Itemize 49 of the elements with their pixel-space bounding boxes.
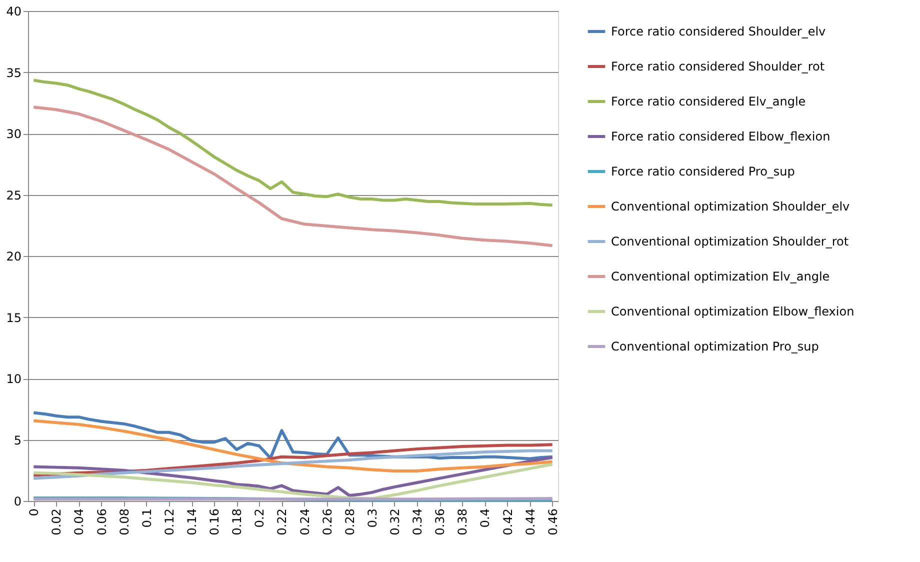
x-tick-label: 0.32	[388, 508, 402, 536]
x-tick-label: 0.46	[546, 508, 560, 536]
x-tick-label: 0.42	[500, 508, 515, 536]
x-tick-label: 0.1	[140, 508, 154, 528]
x-tick-label: 0.08	[117, 508, 132, 536]
legend-label: Force ratio considered Shoulder_elv	[611, 24, 826, 38]
legend-label: Force ratio considered Pro_sup	[611, 164, 795, 178]
line-series	[32, 419, 554, 472]
line-series	[32, 462, 554, 500]
x-tick-label: 0.2	[252, 508, 267, 528]
legend-label: Force ratio considered Elbow_flexion	[611, 130, 830, 144]
y-tick-label: 30	[6, 127, 22, 141]
line-series	[32, 456, 554, 497]
x-tick-label: 0.16	[208, 508, 222, 536]
legend-label: Force ratio considered Elv_angle	[611, 94, 806, 108]
x-tick-label: 0.4	[478, 508, 492, 528]
y-tick-label: 25	[6, 188, 22, 202]
y-tick-label: 40	[6, 4, 22, 18]
y-tick-label: 15	[6, 310, 22, 325]
x-tick-label: 0	[27, 508, 42, 516]
legend-label: Conventional optimization Shoulder_elv	[611, 200, 850, 214]
y-tick-label: 10	[6, 372, 22, 386]
x-tick-label: 0.22	[275, 508, 290, 536]
line-series	[32, 78, 554, 207]
x-tick-label: 0.38	[456, 508, 470, 536]
x-tick-label: 0.06	[94, 508, 109, 536]
x-tick-label: 0.18	[230, 508, 244, 536]
legend-label: Conventional optimization Elv_angle	[611, 270, 830, 284]
x-tick-label: 0.14	[185, 508, 200, 536]
x-tick-label: 0.02	[50, 508, 64, 536]
line-series	[32, 106, 554, 248]
x-tick-label: 0.3	[365, 508, 380, 528]
legend-label: Force ratio considered Shoulder_rot	[611, 60, 825, 74]
legend-label: Conventional optimization Pro_sup	[611, 340, 819, 354]
y-tick-label: 35	[6, 66, 22, 80]
y-tick-label: 20	[6, 250, 22, 264]
x-tick-label: 0.26	[320, 508, 334, 536]
x-tick-label: 0.12	[162, 508, 176, 536]
y-tick-label: 0	[14, 494, 22, 508]
y-tick-label: 5	[14, 433, 22, 448]
line-series	[32, 449, 554, 480]
x-tick-label: 0.04	[72, 508, 86, 536]
x-tick-label: 0.24	[298, 508, 312, 536]
x-tick-label: 0.36	[433, 508, 448, 536]
legend-label: Conventional optimization Elbow_flexion	[611, 304, 854, 318]
x-tick-label: 0.44	[523, 508, 538, 536]
x-tick-label: 0.28	[342, 508, 357, 536]
legend-label: Conventional optimization Shoulder_rot	[611, 234, 849, 248]
x-tick-label: 0.34	[410, 508, 425, 536]
